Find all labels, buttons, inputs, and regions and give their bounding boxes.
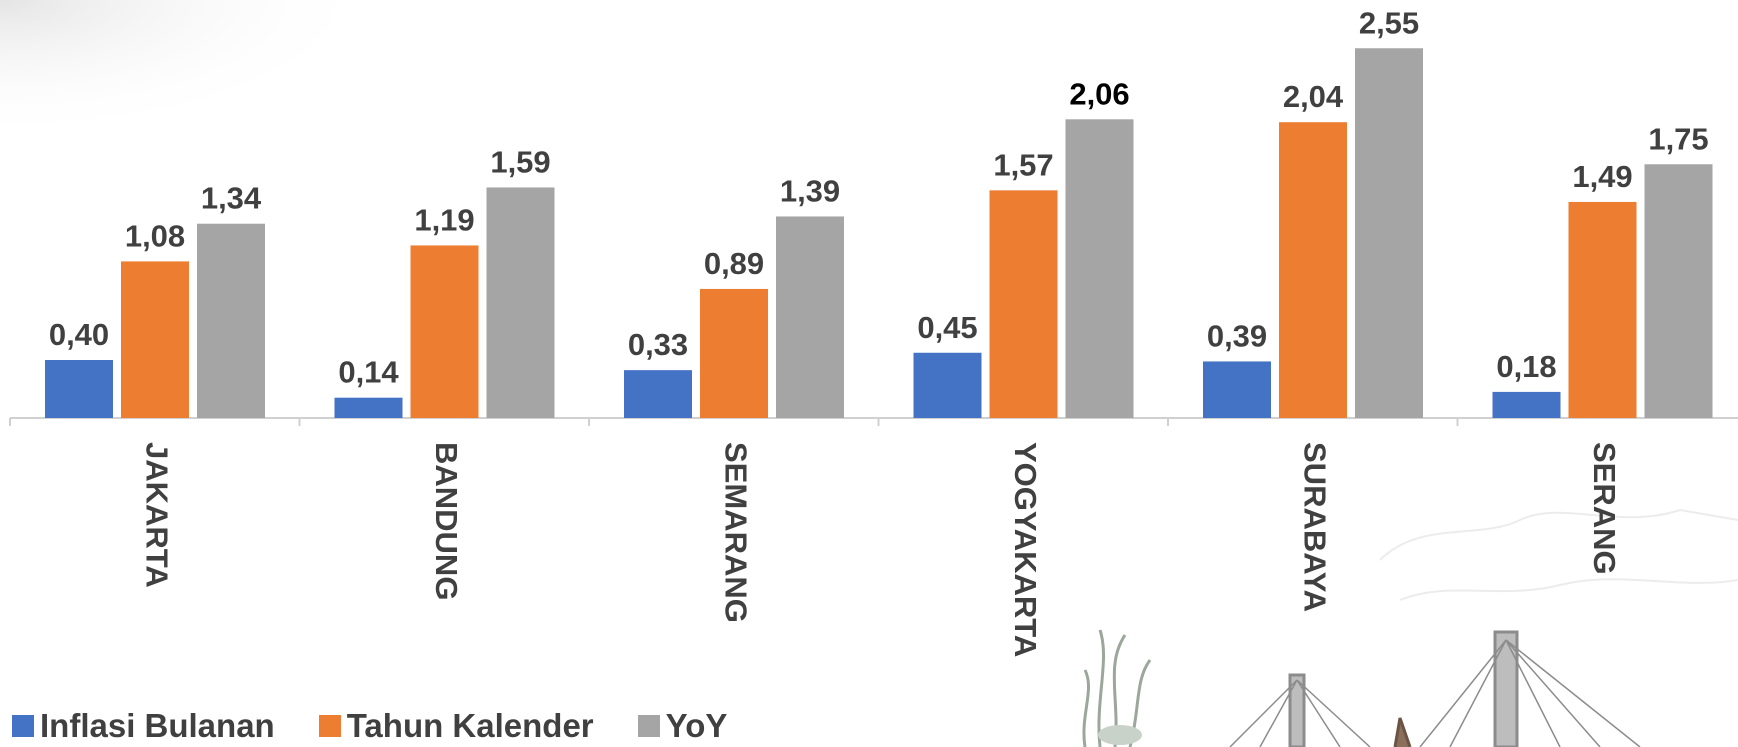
value-label-tahun-kalender-semarang: 0,89 <box>704 246 764 281</box>
bar-inflasi-bulanan-jakarta <box>45 360 113 418</box>
bar-tahun-kalender-semarang <box>700 288 768 418</box>
legend-item-yoy: YoY <box>637 707 728 745</box>
value-label-inflasi-bulanan-semarang: 0,33 <box>628 327 688 362</box>
bars-group <box>45 48 1713 419</box>
value-label-yoy-yogyakarta: 2,06 <box>1069 76 1129 111</box>
map-outline-sketch <box>1379 508 1738 601</box>
category-label-semarang: SEMARANG <box>719 442 754 623</box>
value-labels-group: 0,40 1,08 1,34 0,14 1,19 1,59 0,33 0,89 1,39 0,45… <box>49 5 1709 389</box>
bar-tahun-kalender-jakarta <box>121 261 189 418</box>
value-label-yoy-surabaya: 2,55 <box>1359 5 1419 40</box>
value-label-tahun-kalender-surabaya: 2,04 <box>1283 79 1344 114</box>
legend-swatch-inflasi-bulanan <box>12 715 34 737</box>
value-label-yoy-semarang: 1,39 <box>780 173 840 208</box>
value-label-inflasi-bulanan-jakarta: 0,40 <box>49 317 109 352</box>
bar-tahun-kalender-surabaya <box>1279 122 1347 418</box>
bar-tahun-kalender-bandung <box>410 245 479 418</box>
value-label-yoy-bandung: 1,59 <box>490 144 550 179</box>
bar-yoy-yogyakarta <box>1065 119 1134 419</box>
legend-swatch-tahun-kalender <box>318 715 341 737</box>
value-label-yoy-jakarta: 1,34 <box>201 181 262 216</box>
legend-label-inflasi-bulanan: Inflasi Bulanan <box>40 707 275 744</box>
value-label-inflasi-bulanan-serang: 0,18 <box>1496 349 1556 384</box>
legend-swatch-yoy <box>637 715 660 737</box>
bar-yoy-jakarta <box>197 223 265 418</box>
category-label-bandung: BANDUNG <box>429 442 464 600</box>
seaweed-statue-sketch <box>1082 629 1152 747</box>
bar-tahun-kalender-yogyakarta <box>989 190 1058 418</box>
legend-label-yoy: YoY <box>665 707 728 744</box>
bar-inflasi-bulanan-serang <box>1492 391 1561 418</box>
bar-yoy-surabaya <box>1355 48 1423 418</box>
value-label-inflasi-bulanan-surabaya: 0,39 <box>1207 318 1267 353</box>
bar-inflasi-bulanan-surabaya <box>1203 361 1271 418</box>
value-label-inflasi-bulanan-bandung: 0,14 <box>338 355 399 390</box>
legend-item-inflasi-bulanan: Inflasi Bulanan <box>12 707 275 745</box>
category-label-yogyakarta: YOGYAKARTA <box>1008 442 1043 657</box>
value-label-inflasi-bulanan-yogyakarta: 0,45 <box>917 310 977 345</box>
value-label-tahun-kalender-yogyakarta: 1,57 <box>993 147 1053 182</box>
category-label-serang: SERANG <box>1587 442 1622 575</box>
legend-label-tahun-kalender: Tahun Kalender <box>346 707 594 744</box>
value-label-tahun-kalender-bandung: 1,19 <box>414 202 474 237</box>
bar-inflasi-bulanan-yogyakarta <box>913 352 982 418</box>
category-label-surabaya: SURABAYA <box>1298 442 1333 612</box>
corner-shadow <box>0 0 380 140</box>
bridge-sketch <box>1229 630 1641 747</box>
category-label-jakarta: JAKARTA <box>140 442 175 588</box>
value-label-tahun-kalender-jakarta: 1,08 <box>125 218 185 253</box>
bar-inflasi-bulanan-bandung <box>334 397 403 418</box>
bar-tahun-kalender-serang <box>1568 201 1637 418</box>
bar-inflasi-bulanan-semarang <box>624 370 692 418</box>
category-labels-group: JAKARTA BANDUNG SEMARANG YOGYAKARTA SURABAYA… <box>140 442 1623 657</box>
category-ticks <box>9 418 1459 426</box>
bar-yoy-semarang <box>776 216 844 418</box>
bar-yoy-bandung <box>486 187 555 418</box>
bar-yoy-serang <box>1644 164 1713 418</box>
legend-item-tahun-kalender: Tahun Kalender <box>318 707 594 745</box>
legend: Inflasi Bulanan Tahun Kalender YoY <box>12 706 771 746</box>
value-label-yoy-serang: 1,75 <box>1648 121 1708 156</box>
value-label-tahun-kalender-serang: 1,49 <box>1572 159 1632 194</box>
